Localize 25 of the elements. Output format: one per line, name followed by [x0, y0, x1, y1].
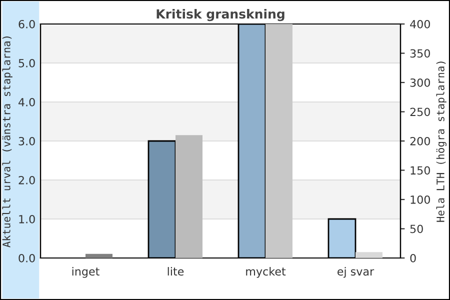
y-axis-title: Aktuellt urval (vänstra staplarna) [2, 36, 12, 248]
y2-tick-label: 350 [410, 49, 430, 58]
y2-axis-title: Hela LTH (högra staplarna) [436, 62, 446, 222]
bar [86, 254, 112, 258]
x-tick-label: inget [72, 267, 100, 278]
y-tick-label: 2.0 [18, 176, 35, 184]
bar [356, 252, 382, 258]
y2-tick-label: 300 [410, 78, 430, 87]
y-tick-label: 0.0 [18, 254, 35, 262]
chart-title: Kritisk granskning [156, 8, 284, 22]
x-tick-label: lite [168, 267, 184, 276]
y2-tick-label: 200 [410, 136, 430, 146]
y-tick-label: 5.0 [18, 58, 35, 68]
y-tick-label: 1.0 [19, 214, 35, 224]
y-tick-label: 3.0 [18, 136, 35, 146]
x-tick-label: ej svar [338, 267, 374, 278]
x-tick-label: mycket [246, 267, 286, 278]
y-tick-label: 4.0 [18, 98, 35, 106]
y-tick-label: 6.0 [18, 20, 35, 28]
y2-tick-label: 150 [410, 166, 430, 175]
y2-tick-label: 100 [410, 195, 430, 204]
y2-tick-label: 250 [410, 108, 430, 116]
y2-tick-label: 400 [410, 20, 430, 28]
y2-tick-label: 50 [410, 224, 423, 234]
y2-tick-label: 0 [410, 254, 416, 262]
